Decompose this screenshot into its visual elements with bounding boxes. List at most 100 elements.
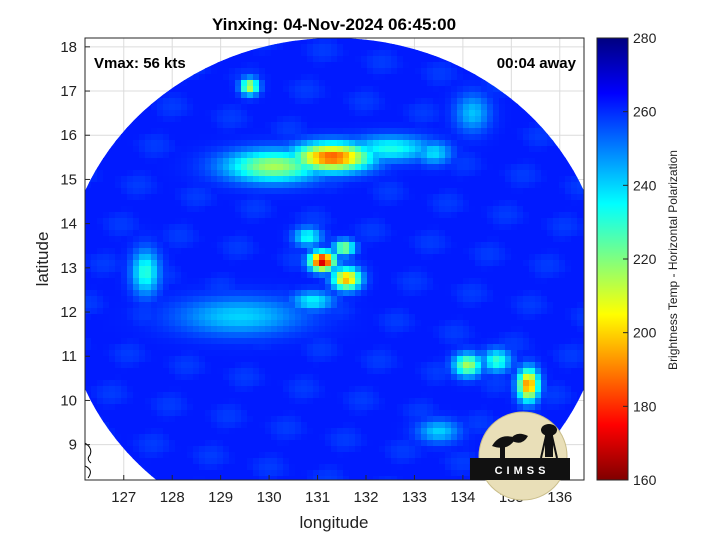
swath-cell bbox=[241, 86, 248, 93]
swath-cell bbox=[187, 380, 194, 387]
swath-cell bbox=[547, 146, 554, 153]
swath-cell bbox=[193, 326, 200, 333]
swath-cell bbox=[355, 404, 362, 411]
swath-cell bbox=[277, 164, 284, 171]
swath-cell bbox=[511, 398, 518, 405]
swath-cell bbox=[511, 332, 518, 339]
swath-cell bbox=[415, 56, 422, 63]
swath-cell bbox=[373, 86, 380, 93]
swath-cell bbox=[445, 410, 452, 417]
swath-cell bbox=[271, 170, 278, 177]
swath-cell bbox=[457, 404, 464, 411]
swath-cell bbox=[343, 224, 350, 231]
swath-cell bbox=[229, 284, 236, 291]
swath-cell bbox=[121, 344, 128, 351]
swath-cell bbox=[361, 56, 368, 63]
swath-cell bbox=[343, 104, 350, 111]
swath-cell bbox=[187, 212, 194, 219]
swath-cell bbox=[301, 44, 308, 51]
swath-cell bbox=[199, 422, 206, 429]
swath-cell bbox=[367, 320, 374, 327]
swath-cell bbox=[355, 374, 362, 381]
swath-cell bbox=[259, 134, 266, 141]
swath-cell bbox=[421, 308, 428, 315]
swath-cell bbox=[325, 212, 332, 219]
swath-cell bbox=[97, 248, 104, 255]
swath-cell bbox=[289, 200, 296, 207]
swath-cell bbox=[343, 38, 350, 45]
swath-cell bbox=[115, 326, 122, 333]
swath-cell bbox=[451, 356, 458, 363]
swath-cell bbox=[103, 302, 110, 309]
swath-cell bbox=[181, 98, 188, 105]
swath-cell bbox=[127, 272, 134, 279]
swath-cell bbox=[235, 308, 242, 315]
swath-cell bbox=[439, 356, 446, 363]
swath-cell bbox=[427, 296, 434, 303]
swath-cell bbox=[487, 260, 494, 267]
swath-cell bbox=[433, 104, 440, 111]
swath-cell bbox=[367, 386, 374, 393]
swath-cell bbox=[571, 350, 578, 357]
swath-cell bbox=[307, 302, 314, 309]
swath-cell bbox=[181, 374, 188, 381]
swath-cell bbox=[415, 74, 422, 81]
swath-cell bbox=[259, 422, 266, 429]
swath-cell bbox=[523, 182, 530, 189]
swath-cell bbox=[289, 404, 296, 411]
swath-cell bbox=[115, 368, 122, 375]
swath-cell bbox=[247, 248, 254, 255]
swath-cell bbox=[367, 380, 374, 387]
swath-cell bbox=[133, 278, 140, 285]
swath-cell bbox=[523, 134, 530, 141]
swath-cell bbox=[319, 206, 326, 213]
swath-cell bbox=[397, 254, 404, 261]
swath-cell bbox=[223, 170, 230, 177]
swath-cell bbox=[157, 188, 164, 195]
swath-cell bbox=[559, 350, 566, 357]
swath-cell bbox=[427, 158, 434, 165]
swath-cell bbox=[97, 368, 104, 375]
swath-cell bbox=[439, 140, 446, 147]
swath-cell bbox=[175, 296, 182, 303]
swath-cell bbox=[355, 224, 362, 231]
swath-cell bbox=[565, 392, 572, 399]
swath-cell bbox=[361, 230, 368, 237]
swath-cell bbox=[463, 242, 470, 249]
swath-cell bbox=[415, 302, 422, 309]
swath-cell bbox=[133, 236, 140, 243]
swath-cell bbox=[277, 230, 284, 237]
swath-field bbox=[85, 38, 584, 480]
swath-cell bbox=[97, 242, 104, 249]
swath-cell bbox=[181, 230, 188, 237]
swath-cell bbox=[463, 284, 470, 291]
swath-cell bbox=[511, 284, 518, 291]
swath-cell bbox=[499, 386, 506, 393]
swath-cell bbox=[187, 338, 194, 345]
swath-cell bbox=[253, 170, 260, 177]
swath-cell bbox=[325, 308, 332, 315]
swath-cell bbox=[337, 170, 344, 177]
swath-cell bbox=[295, 308, 302, 315]
swath-cell bbox=[331, 200, 338, 207]
swath-cell bbox=[181, 362, 188, 369]
swath-cell bbox=[145, 128, 152, 135]
swath-cell bbox=[553, 314, 560, 321]
swath-cell bbox=[199, 122, 206, 129]
swath-cell bbox=[457, 296, 464, 303]
swath-cell bbox=[541, 224, 548, 231]
swath-cell bbox=[361, 404, 368, 411]
swath-cell bbox=[379, 146, 386, 153]
swath-cell bbox=[121, 278, 128, 285]
swath-cell bbox=[529, 170, 536, 177]
swath-cell bbox=[109, 308, 116, 315]
swath-cell bbox=[445, 188, 452, 195]
swath-cell bbox=[355, 260, 362, 267]
swath-cell bbox=[397, 128, 404, 135]
swath-cell bbox=[247, 194, 254, 201]
swath-cell bbox=[139, 164, 146, 171]
swath-cell bbox=[211, 206, 218, 213]
swath-cell bbox=[319, 356, 326, 363]
swath-cell bbox=[115, 194, 122, 201]
swath-cell bbox=[211, 116, 218, 123]
